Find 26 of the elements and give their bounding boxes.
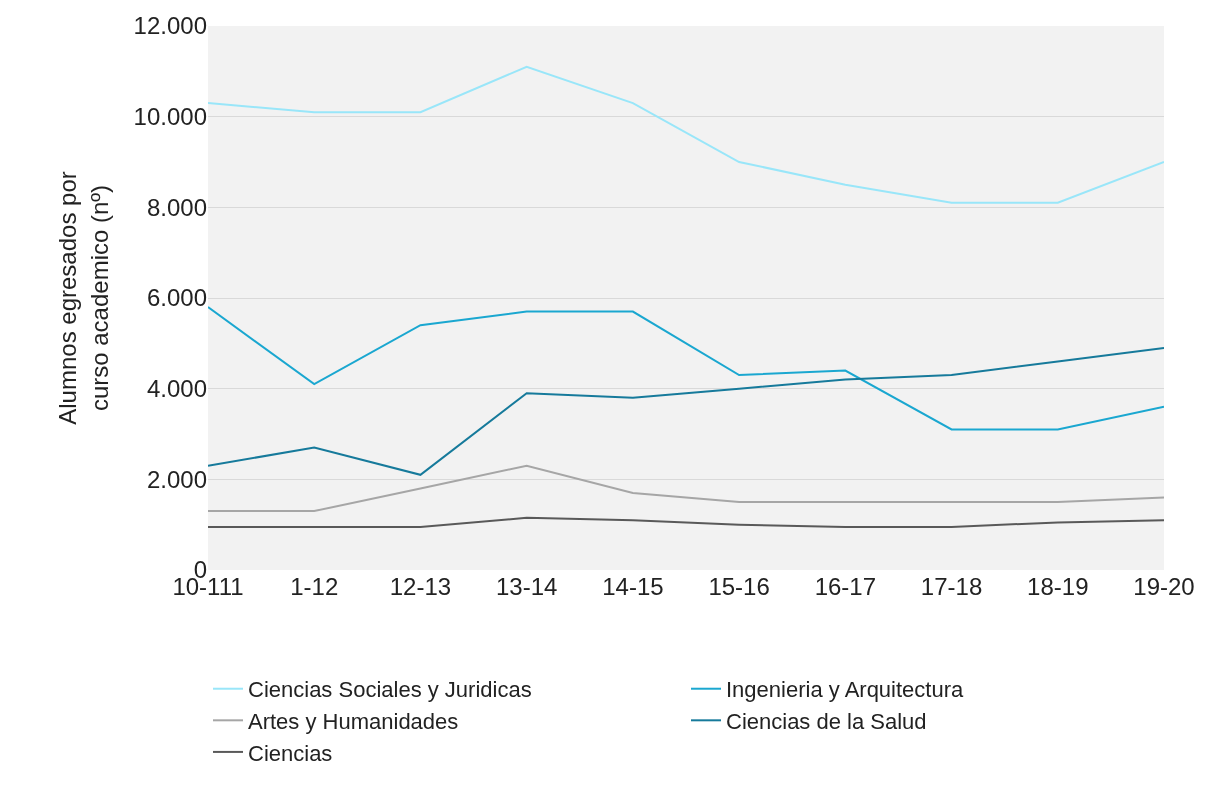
legend-label: Artes y Humanidades (248, 708, 459, 734)
y-tick-label: 4.000 (146, 375, 207, 403)
legend-label: Ciencias Sociales y Juridicas (248, 677, 532, 703)
y-tick-label: 6.000 (146, 284, 207, 312)
legend-label: Ciencias de la Salud (726, 708, 927, 734)
x-tick-label: 17-18 (920, 573, 983, 600)
x-tick-label: 14-15 (602, 573, 664, 600)
y-tick-label: 8.000 (146, 193, 207, 221)
legend-label: Ciencias (248, 740, 333, 766)
y-tick-label: 10.000 (133, 103, 207, 131)
legend-label: Ingenieria y Arquitectura (726, 677, 965, 703)
line-series (208, 516, 1164, 528)
x-tick-label: 12-13 (389, 573, 452, 600)
x-tick-label: 1-12 (290, 573, 339, 600)
line-series (208, 306, 1164, 431)
line-series (208, 464, 1164, 513)
x-tick-label: 19-20 (1133, 573, 1195, 600)
y-axis-title: Alumnos egresados por curso academico (nº) (54, 171, 113, 425)
x-tick-label: 16-17 (814, 573, 877, 600)
line-series (208, 65, 1164, 204)
y-tick-label: 2.000 (146, 465, 207, 493)
x-tick-label: 13-14 (495, 573, 558, 600)
x-tick-label: 18-19 (1027, 573, 1089, 600)
x-tick-label: 15-16 (708, 573, 770, 600)
line-series (208, 346, 1164, 476)
y-tick-label: 12.000 (133, 12, 207, 40)
